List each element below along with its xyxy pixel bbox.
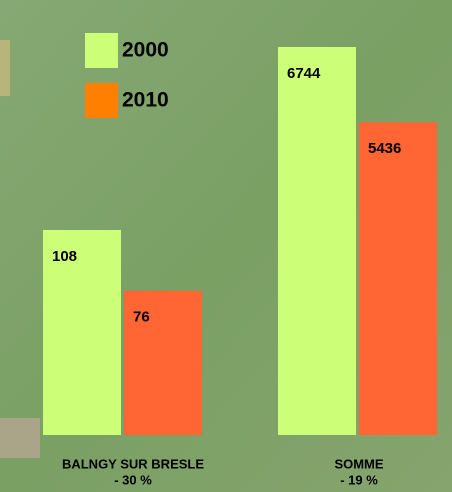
- legend-swatch: [85, 33, 118, 68]
- legend-label: 2010: [122, 89, 169, 112]
- value-label: 76: [133, 309, 150, 326]
- page: {"chart_data": {"type": "bar", "categori…: [0, 0, 452, 492]
- category-annotation: - 19 %: [340, 472, 378, 487]
- value-label: 5436: [368, 140, 401, 157]
- category-label: BALNGY SUR BRESLE: [62, 456, 204, 471]
- legend-swatch: [85, 83, 118, 118]
- value-label: 108: [52, 248, 77, 265]
- bar: [359, 122, 437, 435]
- edge-strip: [0, 40, 10, 96]
- value-label: 6744: [287, 65, 321, 82]
- category-label: SOMME: [334, 456, 383, 471]
- category-annotation: - 30 %: [114, 472, 152, 487]
- chart: 2000 2010 108 76 BALNGY SUR BRESLE- 30 % 6744…: [0, 0, 452, 492]
- legend-label: 2000: [122, 39, 169, 62]
- bar: [278, 47, 356, 435]
- edge-strip: [0, 418, 40, 458]
